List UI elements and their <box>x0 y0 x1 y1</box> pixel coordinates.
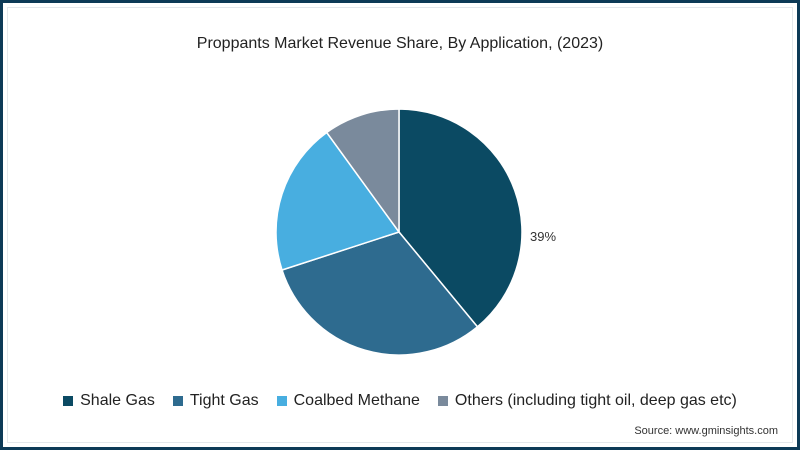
pie-slice-tight <box>281 231 479 356</box>
chart-inner-border <box>7 7 793 443</box>
chart-title: Proppants Market Revenue Share, By Appli… <box>196 35 604 52</box>
source-note: Source: www.gminsights.com <box>634 425 778 437</box>
pie-slices <box>275 108 523 356</box>
legend-item-tight-gas: Tight Gas <box>172 392 259 410</box>
legend-item-shale-gas: Shale Gas <box>63 392 155 410</box>
pie-slice-shale <box>398 108 523 328</box>
legend-item-others: Others (including tight oil, deep gas et… <box>437 392 737 410</box>
legend-label: Tight Gas <box>189 392 259 409</box>
legend-swatch-icon <box>276 396 287 406</box>
legend-label: Coalbed Methane <box>293 392 420 409</box>
legend-swatch-icon <box>437 396 448 406</box>
legend-label: Shale Gas <box>80 392 155 409</box>
pie-slice-coalbed <box>275 131 401 271</box>
legend-label: Others (including tight oil, deep gas et… <box>454 392 737 409</box>
slice-label-shale-gas: 39% <box>530 229 556 244</box>
legend-item-coalbed-methane: Coalbed Methane <box>276 392 420 410</box>
legend: Shale Gas Tight Gas Coalbed Methane Othe… <box>0 392 800 410</box>
legend-swatch-icon <box>63 396 74 406</box>
pie-slice-others <box>325 108 400 235</box>
legend-swatch-icon <box>172 396 183 406</box>
